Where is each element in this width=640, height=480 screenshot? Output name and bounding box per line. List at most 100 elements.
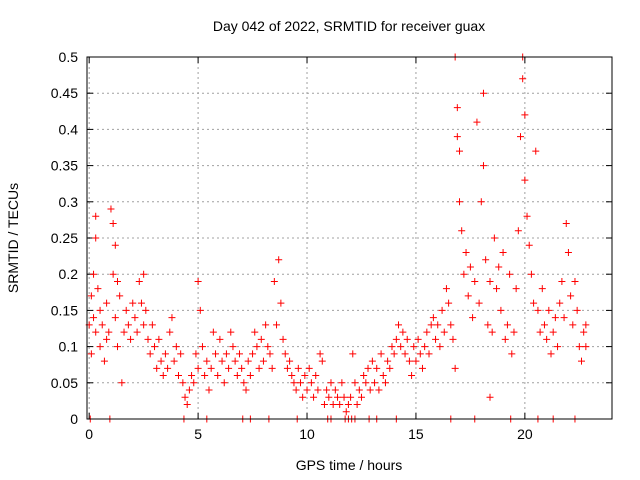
data-point xyxy=(347,393,355,401)
data-point xyxy=(111,241,119,249)
data-point xyxy=(270,277,278,285)
data-point xyxy=(432,335,440,343)
data-point xyxy=(556,299,564,307)
data-point xyxy=(225,364,233,372)
data-point xyxy=(192,350,200,358)
data-point xyxy=(510,328,518,336)
data-point xyxy=(484,321,492,329)
data-point xyxy=(540,321,548,329)
data-point xyxy=(296,379,304,387)
data-point xyxy=(327,379,335,387)
data-point xyxy=(277,299,285,307)
data-point xyxy=(275,256,283,264)
data-point xyxy=(172,343,180,351)
data-point xyxy=(523,212,531,220)
data-point xyxy=(456,198,464,206)
data-point xyxy=(290,379,298,387)
x-tick-label: 20 xyxy=(517,426,533,442)
data-point xyxy=(569,321,577,329)
data-point xyxy=(506,270,514,278)
data-point xyxy=(103,335,111,343)
data-point xyxy=(519,75,527,83)
data-point xyxy=(303,386,311,394)
y-tick-label: 0.05 xyxy=(51,375,78,391)
data-point xyxy=(113,343,121,351)
data-point xyxy=(453,104,461,112)
data-point xyxy=(235,350,243,358)
data-point xyxy=(253,343,261,351)
data-point xyxy=(168,314,176,322)
data-point xyxy=(371,379,379,387)
data-point xyxy=(447,321,455,329)
data-point xyxy=(410,343,418,351)
data-point xyxy=(157,357,165,365)
data-point xyxy=(580,328,588,336)
data-point xyxy=(486,277,494,285)
data-point xyxy=(466,263,474,271)
data-point xyxy=(214,372,222,380)
data-point xyxy=(212,350,220,358)
data-point xyxy=(98,321,106,329)
data-point xyxy=(403,335,411,343)
data-point xyxy=(351,379,359,387)
data-point xyxy=(390,350,398,358)
data-point xyxy=(266,350,274,358)
data-point xyxy=(142,306,150,314)
data-point xyxy=(203,357,211,365)
x-axis-label: GPS time / hours xyxy=(296,457,403,473)
data-point xyxy=(379,372,387,380)
y-tick-label: 0.4 xyxy=(59,121,79,137)
data-point xyxy=(538,285,546,293)
data-point xyxy=(442,285,450,293)
data-point xyxy=(575,343,583,351)
data-point xyxy=(305,364,313,372)
data-point xyxy=(144,335,152,343)
data-point xyxy=(534,306,542,314)
data-point xyxy=(521,111,529,119)
plot-frame xyxy=(86,56,613,420)
data-point xyxy=(471,277,479,285)
data-point xyxy=(342,408,350,416)
data-point xyxy=(127,335,135,343)
data-point xyxy=(283,364,291,372)
data-point xyxy=(458,227,466,235)
x-tick-label: 5 xyxy=(194,426,202,442)
data-point xyxy=(153,364,161,372)
data-point xyxy=(449,335,457,343)
data-point xyxy=(323,386,331,394)
data-point xyxy=(301,372,309,380)
y-tick-labels: 0 0.05 0.1 0.15 0.2 0.25 0.3 0.35 0.4 0.45 0.5 xyxy=(51,49,78,427)
data-point xyxy=(325,393,333,401)
data-point xyxy=(118,379,126,387)
data-point xyxy=(373,364,381,372)
data-point xyxy=(438,306,446,314)
data-point xyxy=(551,314,559,322)
data-point xyxy=(238,364,246,372)
grid-lines xyxy=(87,57,612,419)
data-point xyxy=(488,328,496,336)
data-point xyxy=(377,350,385,358)
data-point xyxy=(495,263,503,271)
data-point xyxy=(109,270,117,278)
data-point xyxy=(582,343,590,351)
data-point xyxy=(545,306,553,314)
data-point xyxy=(159,372,167,380)
data-point xyxy=(397,343,405,351)
data-point xyxy=(512,285,520,293)
data-point xyxy=(366,386,374,394)
data-point xyxy=(469,314,477,322)
y-tick-label: 0.15 xyxy=(51,302,78,318)
data-point xyxy=(482,256,490,264)
data-point xyxy=(357,393,365,401)
data-point xyxy=(262,321,270,329)
data-point xyxy=(257,335,265,343)
data-point xyxy=(475,299,483,307)
data-point xyxy=(122,306,130,314)
data-point xyxy=(251,328,259,336)
data-point xyxy=(578,357,586,365)
data-point xyxy=(288,372,296,380)
data-point xyxy=(92,328,100,336)
data-point xyxy=(320,401,328,409)
